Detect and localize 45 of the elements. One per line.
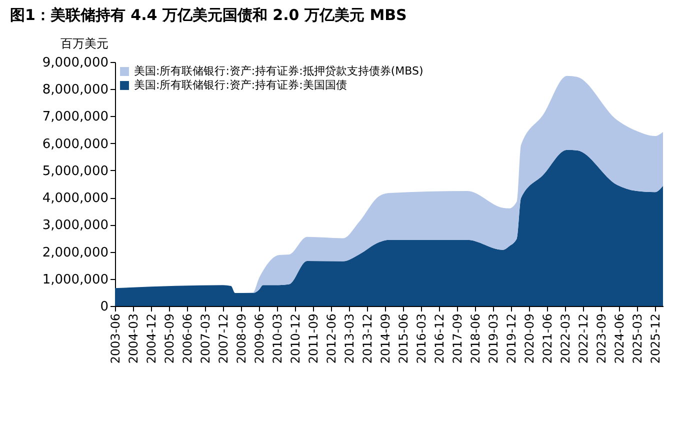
x-tick-label: 2024-06 — [612, 314, 627, 364]
y-tick-label: 3,000,000 — [42, 218, 108, 234]
x-tick-label: 2004-03 — [126, 314, 141, 364]
x-tick-label: 2025-03 — [630, 314, 644, 364]
x-tick-label: 2010-03 — [270, 314, 284, 364]
x-tick-label: 2010-12 — [288, 314, 303, 364]
x-tick-label: 2012-06 — [324, 314, 339, 364]
x-tick-label: 2013-12 — [360, 314, 375, 364]
y-tick-label: 8,000,000 — [42, 82, 108, 98]
x-tick-label: 2003-06 — [108, 314, 122, 364]
x-tick-label: 2016-03 — [414, 314, 428, 364]
x-tick-label: 2016-12 — [432, 314, 447, 364]
x-tick-label: 2006-06 — [180, 314, 195, 364]
x-tick-label: 2004-12 — [144, 314, 159, 364]
y-tick-label: 2,000,000 — [42, 245, 108, 260]
x-tick-label: 2017-09 — [450, 314, 465, 364]
y-tick-label: 9,000,000 — [42, 56, 108, 70]
x-tick-label: 2019-03 — [486, 314, 500, 364]
x-tick-label: 2015-06 — [396, 314, 410, 364]
y-tick-label: 0 — [100, 300, 108, 314]
legend-label: 美国:所有联储银行:资产:持有证券:抵押贷款支持债券(MBS) — [134, 64, 424, 78]
y-axis-title: 百万美元 — [60, 36, 108, 50]
x-tick-label: 2014-09 — [378, 314, 393, 364]
x-tick-label: 2008-09 — [234, 314, 249, 364]
x-tick-label: 2025-12 — [648, 314, 663, 364]
x-tick-label: 2021-06 — [540, 314, 555, 364]
y-tick-label: 4,000,000 — [42, 191, 108, 206]
x-tick-label: 2013-03 — [342, 314, 356, 364]
x-tick-label: 2011-09 — [306, 314, 321, 364]
x-tick-label: 2009-06 — [252, 314, 267, 364]
x-tick-label: 2023-09 — [594, 314, 609, 364]
x-tick-label: 2020-09 — [522, 314, 537, 364]
y-tick-label: 7,000,000 — [42, 110, 108, 125]
y-tick-label: 1,000,000 — [42, 272, 108, 288]
y-tick-label: 6,000,000 — [42, 136, 108, 152]
x-tick-label: 2019-12 — [504, 314, 519, 364]
y-tick-label: 5,000,000 — [42, 164, 108, 179]
x-tick-label: 2018-06 — [468, 314, 483, 364]
x-tick-label: 2005-09 — [162, 314, 177, 364]
x-tick-label: 2007-12 — [216, 314, 231, 364]
x-tick-label: 2022-12 — [576, 314, 591, 364]
legend-label: 美国:所有联储银行:资产:持有证券:美国国债 — [134, 78, 347, 92]
x-tick-label: 2022-03 — [558, 314, 572, 364]
x-tick-label: 2007-03 — [198, 314, 212, 364]
chart-title: 图1：美联储持有 4.4 万亿美元国债和 2.0 万亿美元 MBS — [10, 6, 407, 24]
